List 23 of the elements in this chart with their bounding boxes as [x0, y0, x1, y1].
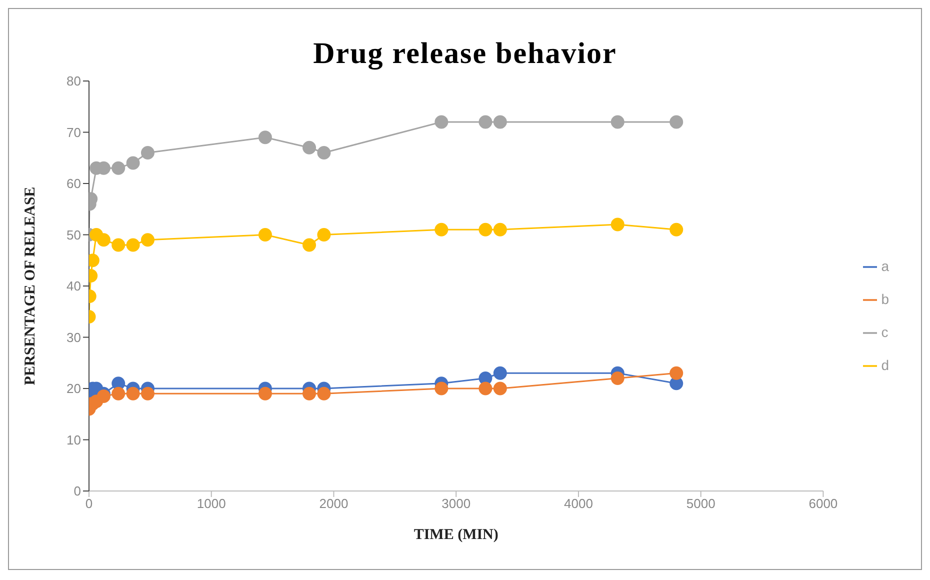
y-tick-label: 30 — [66, 330, 81, 345]
x-axis-title: TIME (MIN) — [414, 527, 498, 543]
y-tick-label: 50 — [66, 227, 81, 242]
y-tick-label: 0 — [74, 484, 81, 499]
y-tick-label: 20 — [66, 381, 81, 396]
x-tick-label: 5000 — [686, 496, 716, 512]
y-tick-label: 70 — [66, 124, 81, 140]
x-tick-label: 6000 — [808, 496, 838, 512]
y-tick-label: 10 — [66, 432, 81, 448]
legend-label: c — [881, 324, 888, 340]
x-tick-label: 2000 — [319, 496, 348, 512]
y-axis-title: PERSENTAGE OF RELEASE — [22, 186, 38, 386]
y-tick-label: 40 — [66, 278, 81, 294]
x-tick-label: 3000 — [442, 496, 471, 512]
x-tick-label: 4000 — [564, 496, 593, 512]
y-tick-label: 60 — [66, 176, 81, 192]
legend-label: b — [881, 291, 889, 307]
x-tick-label: 0 — [85, 496, 93, 512]
legend-label: a — [881, 258, 889, 274]
y-tick-label: 80 — [66, 74, 81, 89]
chart-title: Drug release behavior — [312, 37, 618, 71]
x-tick-label: 1000 — [196, 496, 226, 512]
legend-label: d — [881, 357, 889, 373]
